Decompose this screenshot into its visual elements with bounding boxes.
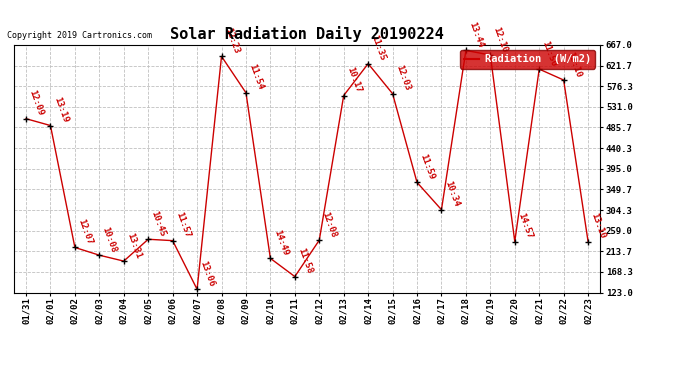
Text: 10:08: 10:08 <box>101 225 119 254</box>
Text: 12:08: 12:08 <box>321 210 338 239</box>
Text: 11:35: 11:35 <box>370 34 387 62</box>
Text: 11:54: 11:54 <box>247 63 265 92</box>
Legend: Radiation  (W/m2): Radiation (W/m2) <box>460 50 595 69</box>
Text: 13:10: 13:10 <box>589 212 607 240</box>
Text: 10:45: 10:45 <box>150 210 167 238</box>
Text: 12:23: 12:23 <box>223 27 241 55</box>
Text: 11:59: 11:59 <box>418 153 436 181</box>
Text: 14:49: 14:49 <box>272 229 289 257</box>
Text: Copyright 2019 Cartronics.com: Copyright 2019 Cartronics.com <box>7 30 152 39</box>
Text: 12:07: 12:07 <box>77 218 94 246</box>
Text: 10:34: 10:34 <box>443 180 460 208</box>
Text: 13:06: 13:06 <box>199 260 216 288</box>
Text: 13:31: 13:31 <box>125 231 143 260</box>
Text: 11:50: 11:50 <box>540 39 558 68</box>
Text: 11:57: 11:57 <box>174 211 192 239</box>
Text: 12:10: 12:10 <box>565 50 582 79</box>
Text: 12:10: 12:10 <box>492 25 509 54</box>
Text: 10:17: 10:17 <box>345 66 363 94</box>
Text: 14:57: 14:57 <box>516 212 534 240</box>
Title: Solar Radiation Daily 20190224: Solar Radiation Daily 20190224 <box>170 27 444 42</box>
Text: 13:19: 13:19 <box>52 96 70 124</box>
Text: 12:09: 12:09 <box>28 89 45 117</box>
Text: 13:44: 13:44 <box>467 21 485 49</box>
Text: 11:58: 11:58 <box>296 247 314 275</box>
Text: 12:03: 12:03 <box>394 64 412 92</box>
